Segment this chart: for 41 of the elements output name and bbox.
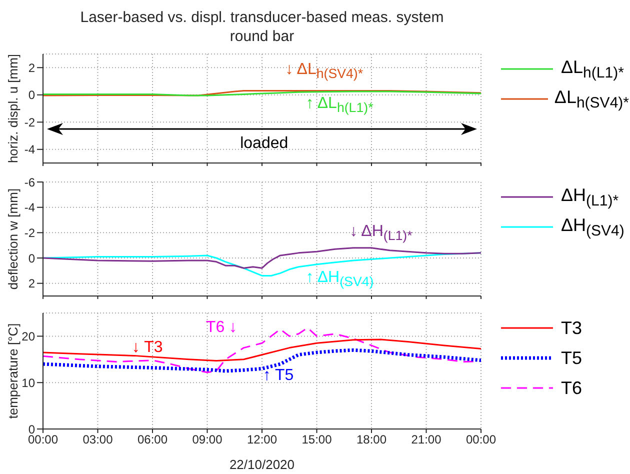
annotation: ↓ ΔH$_{(L1)*}$ xyxy=(350,222,412,246)
y-tick-label: -2 xyxy=(24,226,36,240)
x-tick-label: 00:00 xyxy=(466,432,496,447)
y-tick-label: -4 xyxy=(24,142,36,157)
y-axis-title: horiz. displ. u [mm] xyxy=(6,54,21,164)
annotation: loaded xyxy=(240,134,288,154)
x-tick-label: 09:00 xyxy=(192,432,223,447)
legend-label: T3 xyxy=(561,318,582,338)
x-tick-label: 18:00 xyxy=(356,432,387,447)
x-tick-label: 03:00 xyxy=(82,432,114,447)
annotation: T6 ↓ xyxy=(206,318,238,338)
annotation: ↑ ΔL$_{h(L1)*}$ xyxy=(306,94,374,118)
line-series xyxy=(43,247,481,269)
line-series xyxy=(43,338,481,362)
x-axis-title: 22/10/2020 xyxy=(229,457,295,472)
y-tick-label: 2 xyxy=(28,276,36,291)
annotation: ↓ ΔL$_{h(SV4)*}$ xyxy=(285,60,364,84)
y-tick-label: 10 xyxy=(22,376,36,390)
annotation: ↑ ΔH$_{(SV4)}$ xyxy=(306,268,374,291)
x-tick-label: 15:00 xyxy=(302,432,332,447)
legend-label: ΔH$_{(L1)*}$ xyxy=(561,184,619,210)
y-tick-label: 0 xyxy=(28,88,36,102)
legend-label: ΔH$_{(SV4)}$ xyxy=(561,214,624,240)
y-tick-label: -4 xyxy=(24,200,36,215)
legend-label: T5 xyxy=(561,348,582,368)
y-tick-label: -2 xyxy=(24,115,36,130)
legend-label: ΔL$_{h(SV4)*}$ xyxy=(554,86,629,112)
legend-label: T6 xyxy=(561,378,582,398)
annotation: ↑ T5 xyxy=(262,366,294,386)
x-tick-label: 06:00 xyxy=(137,432,168,447)
y-tick-label: 0 xyxy=(28,251,36,266)
y-tick-label: 2 xyxy=(28,60,36,75)
y-axis-title: temperature [°C] xyxy=(6,323,21,419)
x-tick-label: 12:00 xyxy=(246,432,278,447)
y-tick-label: -6 xyxy=(24,175,36,190)
legend-label: ΔL$_{h(L1)*}$ xyxy=(561,56,624,82)
x-tick-label: 21:00 xyxy=(411,432,442,447)
chart-title: Laser-based vs. displ. transducer-based meas. system round bar xyxy=(79,8,445,46)
y-axis-title: deflection w [mm] xyxy=(6,188,21,290)
annotation: ↓ T3 xyxy=(132,338,163,358)
y-tick-label: 20 xyxy=(22,329,36,344)
